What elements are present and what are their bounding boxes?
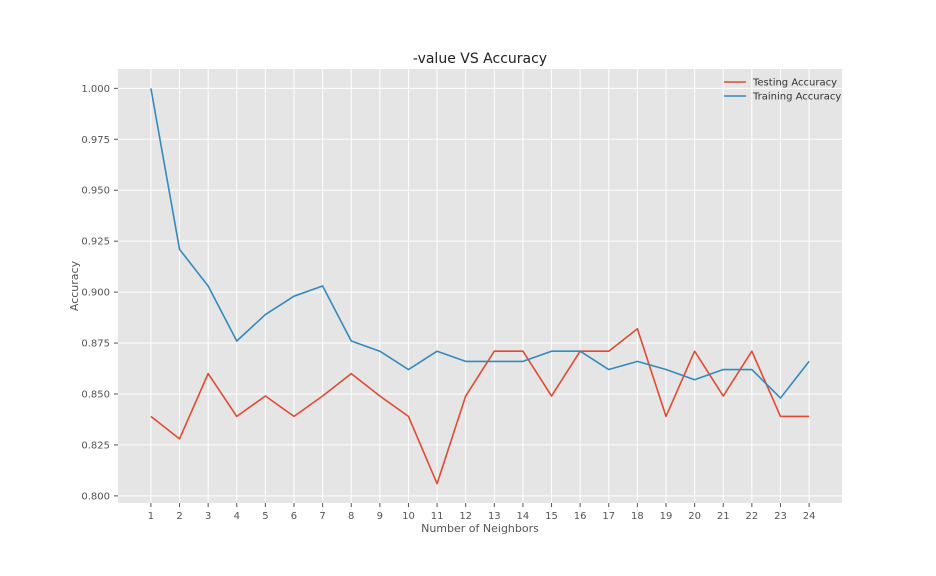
x-tick-label: 6	[291, 511, 297, 522]
y-tick-label: 0.850	[81, 389, 110, 400]
x-tick-label: 1	[148, 511, 154, 522]
chart-title: -value VS Accuracy	[413, 51, 547, 67]
series-line-testing-accuracy	[150, 327, 810, 485]
x-tick-label: 11	[431, 511, 444, 522]
x-tick-label: 19	[660, 511, 673, 522]
y-axis-ticks: 0.800 0.825 0.850 0.875 0.900 0.925 0.950 0.975…	[81, 84, 118, 502]
grid-lines	[118, 69, 842, 503]
x-tick-label: 7	[319, 511, 325, 522]
series-lines	[150, 88, 810, 485]
x-tick-label: 13	[488, 511, 501, 522]
x-tick-label: 5	[262, 511, 268, 522]
y-tick-label: 0.825	[81, 440, 110, 451]
y-tick-label: 0.900	[81, 288, 110, 299]
y-tick-label: 0.950	[81, 186, 110, 197]
x-tick-label: 23	[774, 511, 787, 522]
y-tick-label: 0.800	[81, 491, 110, 502]
x-tick-label: 22	[745, 511, 758, 522]
x-tick-label: 15	[545, 511, 558, 522]
x-tick-label: 16	[574, 511, 587, 522]
x-tick-label: 18	[631, 511, 644, 522]
x-tick-label: 21	[717, 511, 730, 522]
y-tick-label: 0.975	[81, 135, 110, 146]
x-tick-label: 20	[688, 511, 701, 522]
legend-label: Testing Accuracy	[752, 78, 837, 89]
x-tick-label: 24	[803, 511, 816, 522]
y-tick-label: 1.000	[81, 84, 110, 95]
legend: Testing Accuracy Training Accuracy	[724, 78, 841, 103]
legend-label: Training Accuracy	[752, 92, 841, 103]
x-tick-label: 4	[234, 511, 240, 522]
x-axis-ticks: 1 2 3 4 5 6 7 8 9 10 11 12 13 14 15 16 17 18 19 20 21 22 23 24	[148, 503, 816, 522]
x-tick-label: 3	[205, 511, 211, 522]
x-axis-title: Number of Neighbors	[421, 522, 539, 535]
x-tick-label: 12	[459, 511, 472, 522]
x-tick-label: 17	[602, 511, 615, 522]
y-tick-label: 0.925	[81, 237, 110, 248]
series-line-training-accuracy	[150, 88, 810, 399]
x-tick-label: 10	[402, 511, 415, 522]
y-tick-label: 0.875	[81, 339, 110, 350]
x-tick-label: 9	[377, 511, 383, 522]
plot-area	[118, 69, 842, 503]
x-tick-label: 14	[517, 511, 530, 522]
y-axis-title: Accuracy	[68, 260, 81, 311]
x-tick-label: 8	[348, 511, 354, 522]
x-tick-label: 2	[176, 511, 182, 522]
